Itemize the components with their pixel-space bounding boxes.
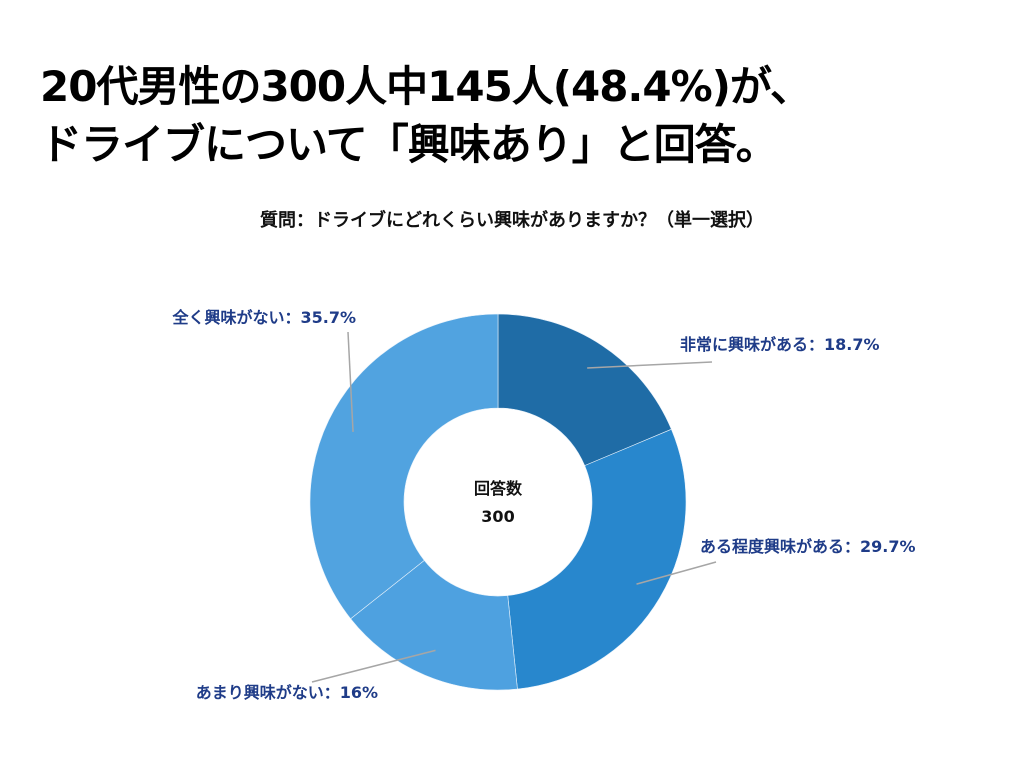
headline-line-2: ドライブについて「興味あり」と回答。 — [40, 120, 778, 169]
slice-very-interested — [497, 313, 672, 467]
slice-labels: 非常に興味がある：18.7% ある程度興味がある：29.7% あまり興味がない：16… — [171, 308, 915, 702]
donut-slices — [309, 313, 687, 691]
slice-label-not-interested: 全く興味がない：35.7% — [171, 308, 356, 327]
slice-not-very-interested — [350, 559, 518, 691]
headline-line-1: 20代男性の300人中145人(48.4%)が、 — [40, 62, 812, 111]
center-label: 回答数 — [474, 479, 523, 498]
leader-line-somewhat-interested — [636, 561, 717, 585]
leader-line-not-very-interested — [311, 649, 436, 683]
leader-line-not-interested — [347, 331, 354, 432]
headline: 20代男性の300人中145人(48.4%)が、 ドライブについて「興味あり」と… — [40, 58, 1000, 174]
leader-lines — [311, 331, 717, 683]
question-text: 質問：ドライブにどれくらい興味がありますか？（単一選択） — [260, 210, 764, 231]
slice-label-somewhat-interested: ある程度興味がある：29.7% — [700, 537, 916, 556]
slice-somewhat-interested — [507, 428, 687, 690]
slice-label-very-interested: 非常に興味がある：18.7% — [680, 335, 880, 354]
leader-line-very-interested — [587, 361, 713, 369]
slice-label-not-very-interested: あまり興味がない：16% — [196, 683, 378, 702]
slice-not-interested — [309, 313, 499, 620]
center-value: 300 — [481, 507, 514, 526]
